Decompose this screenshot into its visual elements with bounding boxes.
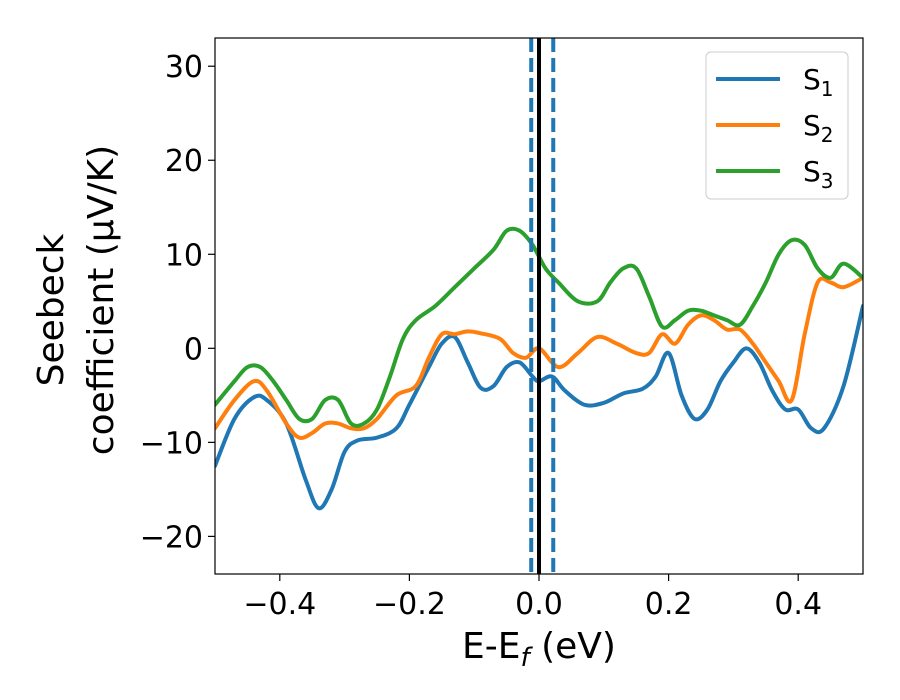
- x-tick-label: 0.4: [774, 587, 822, 622]
- x-tick-label: −0.2: [373, 587, 446, 622]
- y-tick-label: 0: [184, 332, 203, 367]
- legend-label-s1: S1: [803, 63, 834, 101]
- y-tick-label: 30: [165, 50, 203, 85]
- legend-label-s2: S2: [803, 109, 834, 147]
- y-axis-label-line2: coefficient (μV/K): [81, 145, 122, 455]
- x-tick-label: −0.4: [243, 587, 316, 622]
- legend-label-s3: S3: [803, 155, 834, 193]
- y-tick-label: 10: [165, 238, 203, 273]
- x-axis-ticks: −0.4 −0.2 0.0 0.2 0.4: [243, 574, 822, 622]
- x-tick-label: 0.2: [645, 587, 693, 622]
- x-axis-label-unit: (eV): [530, 626, 616, 667]
- y-axis-label-line1: Seebeck: [31, 233, 72, 386]
- y-tick-label: 20: [165, 144, 203, 179]
- y-tick-label: −20: [140, 520, 203, 555]
- y-tick-label: −10: [140, 426, 203, 461]
- series-line-s3: [215, 226, 863, 428]
- x-axis-label-main: E-E: [462, 626, 520, 667]
- legend: S1 S2 S3: [705, 51, 849, 200]
- y-axis-ticks: −20 −10 0 10 20 30: [140, 50, 215, 555]
- x-tick-label: 0.0: [515, 587, 563, 622]
- x-axis-label: E-Ef (eV): [462, 626, 616, 673]
- vertical-lines-layer: [529, 38, 556, 574]
